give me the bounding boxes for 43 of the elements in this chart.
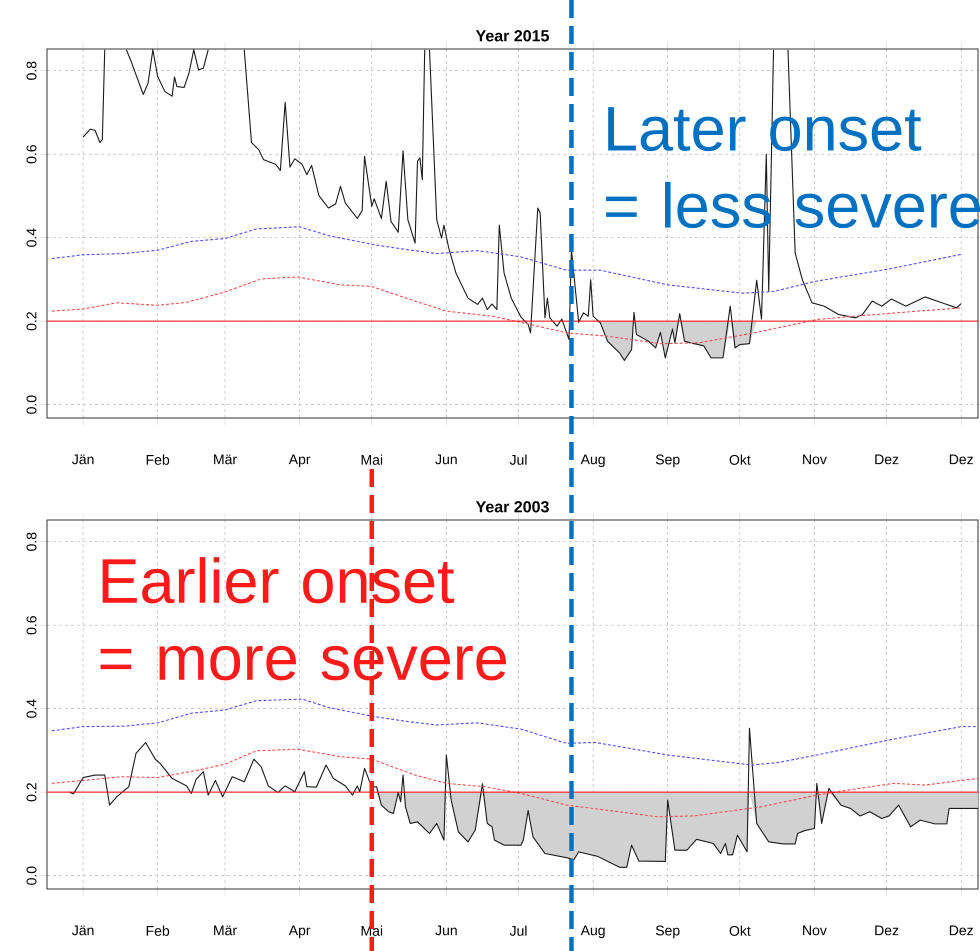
x-tick-label: Jun <box>435 454 457 464</box>
x-tick-label: Dez <box>950 454 973 464</box>
x-tick-label: Aug <box>580 454 605 468</box>
x-tick-label: Mai <box>362 926 382 936</box>
x-tick-label: Okt <box>730 454 751 465</box>
x-tick-label: Jul <box>510 926 527 936</box>
line-series <box>51 276 962 344</box>
x-tick-label: Okt <box>730 926 751 936</box>
x-tick-label: Apr <box>288 926 310 938</box>
x-tick-label: Dez <box>875 926 898 936</box>
y-tick-label: 0.0 <box>26 866 36 885</box>
y-tick-label: 0.2 <box>26 783 36 802</box>
x-tick-label: Jul <box>510 454 527 465</box>
x-tick-label: Nov <box>803 926 827 936</box>
x-tick-label: Sep <box>656 454 680 468</box>
x-tick-label: Aug <box>580 926 605 938</box>
x-tick-label: Nov <box>803 454 827 464</box>
x-tick-label: Dez <box>875 454 898 464</box>
y-tick-label: 0.6 <box>26 616 36 634</box>
y-tick-label: 0.8 <box>26 532 36 551</box>
y-tick-label: 0.2 <box>26 312 36 330</box>
y-tick-label: 0.4 <box>26 699 36 718</box>
x-tick-label: Feb <box>146 454 170 465</box>
x-tick-label: Jun <box>435 926 457 936</box>
chart-title: Year 2015 <box>476 30 549 42</box>
line-series <box>51 748 979 818</box>
y-tick-label: 0.8 <box>26 62 36 80</box>
y-tick-label: 0.6 <box>26 145 36 164</box>
x-tick-label: Feb <box>146 926 170 936</box>
x-tick-label: Dez <box>950 926 973 936</box>
x-tick-label: Jän <box>72 454 94 464</box>
x-tick-label: Sep <box>656 926 680 938</box>
y-tick-label: 0.4 <box>26 228 36 247</box>
x-tick-label: Apr <box>288 454 310 468</box>
x-tick-label: Mär <box>214 454 237 464</box>
x-tick-label: Mär <box>214 926 237 936</box>
x-tick-label: Jän <box>72 926 94 936</box>
ref-line-label: Earlier onset = more severe <box>100 557 506 680</box>
y-tick-label: 0.0 <box>26 395 36 414</box>
line-series <box>51 698 979 766</box>
line-series <box>68 728 979 868</box>
x-tick-label: Mai <box>362 454 382 465</box>
chart-title: Year 2003 <box>476 501 549 512</box>
